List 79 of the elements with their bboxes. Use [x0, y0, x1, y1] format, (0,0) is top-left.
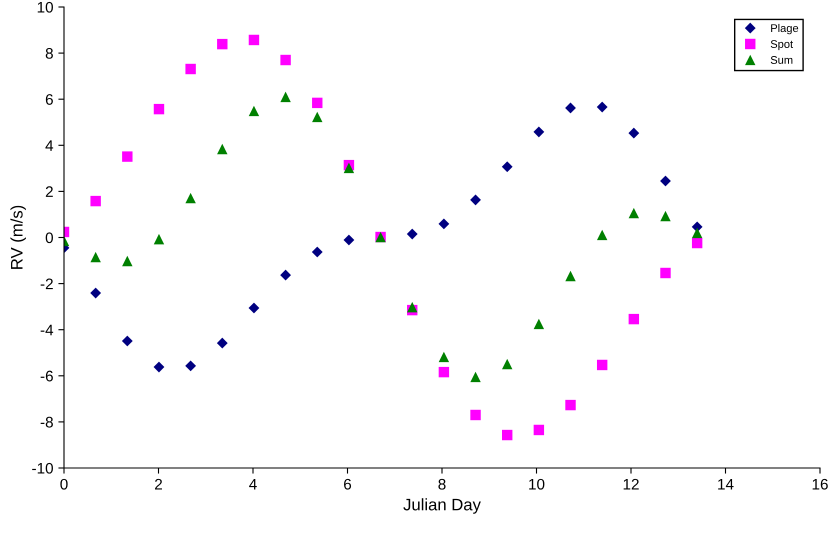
point [534, 424, 544, 436]
point [185, 192, 196, 204]
point [122, 151, 133, 162]
x-tick-label: 14 [718, 478, 734, 490]
point [344, 234, 354, 246]
x-tick-label: 8 [438, 478, 446, 490]
point [185, 360, 196, 372]
point [280, 92, 291, 102]
point [217, 144, 228, 154]
point [280, 54, 291, 66]
y-axis-title: RV (m/s) [10, 206, 26, 269]
point [565, 400, 576, 410]
point [470, 372, 481, 382]
point [90, 288, 102, 298]
point [596, 102, 608, 112]
point [122, 256, 133, 266]
point [90, 252, 101, 262]
legend-label: Sum [770, 56, 792, 64]
point [502, 161, 513, 172]
point [660, 268, 671, 278]
point [185, 64, 196, 74]
point [406, 228, 418, 240]
point [312, 246, 323, 258]
point [470, 410, 481, 420]
point [438, 352, 450, 362]
x-tick-label: 6 [344, 478, 352, 490]
point [217, 38, 228, 50]
point [660, 176, 671, 186]
point [122, 336, 133, 346]
point [596, 230, 608, 240]
point [660, 210, 671, 222]
point [502, 430, 512, 440]
y-tick-label: -2 [40, 278, 53, 290]
point [596, 360, 608, 370]
y-tick-label: 10 [38, 2, 53, 13]
y-tick-label: 8 [46, 48, 53, 59]
x-tick-label: 16 [812, 478, 828, 490]
point [692, 238, 702, 248]
y-tick-label: -8 [40, 416, 53, 428]
point [312, 98, 322, 108]
x-axis-title: Julian Day [403, 498, 481, 514]
x-tick-label: 4 [249, 478, 257, 490]
x-tick-label: 12 [624, 478, 639, 490]
point [407, 302, 418, 312]
point [534, 318, 544, 330]
point [90, 196, 101, 206]
y-tick-label: 4 [45, 140, 54, 151]
x-tick-label: 0 [60, 478, 68, 490]
point [438, 366, 450, 378]
y-tick-label: -10 [32, 462, 53, 474]
point [438, 218, 450, 230]
legend-label: Plage [771, 24, 798, 34]
point [628, 208, 640, 218]
y-tick-label: 2 [46, 186, 53, 197]
point [502, 358, 512, 370]
x-tick-label: 2 [155, 478, 162, 490]
point [248, 302, 260, 314]
point [628, 128, 640, 138]
y-tick-label: 0 [46, 232, 53, 244]
legend-label: Spot [770, 40, 794, 50]
point [154, 234, 164, 244]
point [154, 362, 164, 372]
point [533, 126, 544, 138]
point [312, 112, 322, 122]
point [565, 102, 576, 114]
point [344, 162, 354, 174]
point [248, 34, 260, 46]
point [154, 104, 164, 114]
point [692, 228, 702, 238]
x-tick-label: 10 [529, 478, 544, 490]
point [470, 194, 481, 206]
point [565, 270, 576, 282]
point [216, 338, 228, 348]
point [628, 314, 640, 324]
point [280, 270, 292, 280]
y-tick-label: -6 [40, 370, 53, 382]
y-tick-label: 6 [46, 94, 53, 105]
y-tick-label: -4 [40, 324, 54, 336]
point [248, 106, 260, 116]
